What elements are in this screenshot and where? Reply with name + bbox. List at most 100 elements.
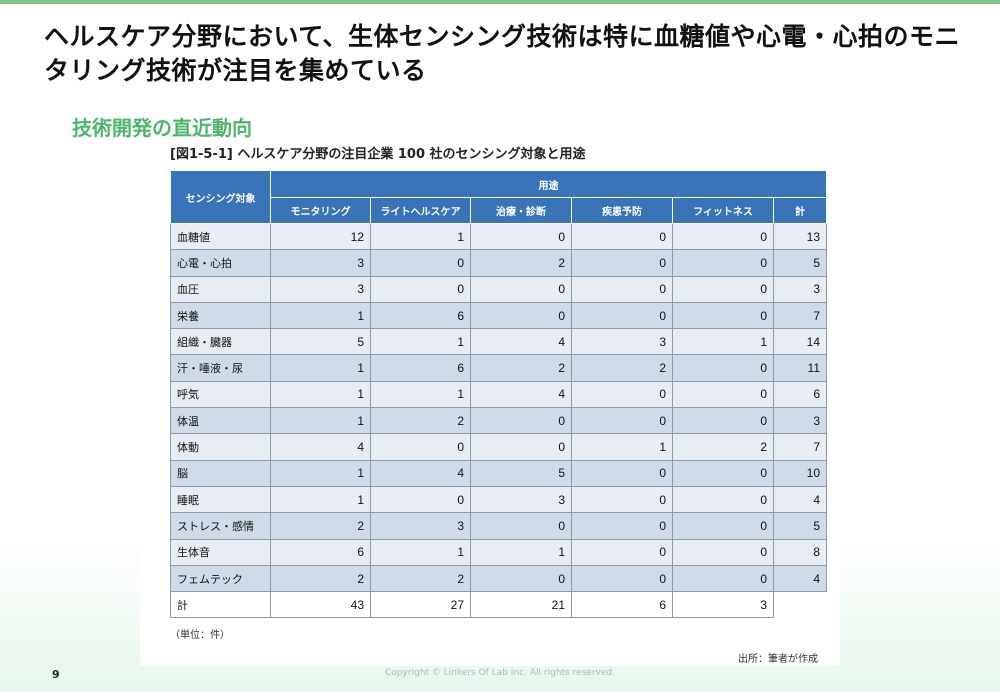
section-subheading: 技術開発の直近動向 [72,116,252,140]
table-cell: 0 [470,512,572,540]
row-label: 生体音 [170,538,271,566]
row-label: 呼気 [170,380,271,409]
table-cell: 0 [672,249,774,277]
table-cell: 12 [270,222,371,251]
column-header: 計 [773,197,827,224]
table-cell: 0 [672,459,774,487]
table-cell: 0 [672,564,774,593]
row-label: ストレス・感情 [170,512,271,540]
source-note: 出所：筆者が作成 [738,654,818,665]
table-cell: 1 [370,328,471,356]
table-cell: 4 [270,433,371,461]
table-cell: 11 [773,354,827,382]
table-cell: 3 [571,328,673,356]
table-cell: 5 [773,512,827,540]
table-cell: 0 [571,485,673,514]
row-header-label: センシング対象 [170,170,271,224]
table-row: 呼気 1 1 4 0 0 6 [170,380,827,409]
table-cell: 0 [571,564,673,593]
table-cell: 3 [773,275,827,303]
table-cell: 6 [773,380,827,409]
table-row: 睡眠 1 0 3 0 0 4 [170,485,827,514]
table-row: 栄養 1 6 0 0 0 7 [170,301,827,330]
sensing-usage-table: センシング対象 用途 モニタリング ライトヘルスケア 治療・診断 疾患予防 フィットネス… [170,170,827,619]
table-cell: 0 [571,407,673,435]
row-label: 血圧 [170,275,271,303]
table-cell: 0 [470,407,572,435]
row-label: 汗・唾液・尿 [170,354,271,382]
column-header: 治療・診断 [470,197,572,224]
total-cell: 3 [672,591,774,619]
table-cell: 0 [470,275,572,303]
empty-cell [773,591,827,618]
total-cell: 43 [270,591,371,619]
table-cell: 1 [270,380,371,409]
table-cell: 2 [370,407,471,435]
table-cell: 1 [370,222,471,251]
table-cell: 1 [270,301,371,330]
total-cell: 6 [571,591,673,619]
total-cell: 21 [470,591,572,619]
column-header: 疾患予防 [571,197,673,224]
row-label: 睡眠 [170,485,271,514]
table-row: 血圧 3 0 0 0 0 3 [170,275,827,303]
table-cell: 3 [270,275,371,303]
table-cell: 1 [370,538,471,566]
table-row: 体温 1 2 0 0 0 3 [170,407,827,435]
table-cell: 0 [571,275,673,303]
row-label: 血糖値 [170,222,271,251]
table-cell: 0 [470,433,572,461]
table-cell: 10 [773,459,827,487]
copyright-notice: Copyright © Linkers Of Lab Inc. All righ… [385,668,615,678]
table-cell: 13 [773,222,827,251]
table-cell: 4 [773,564,827,593]
row-label: 栄養 [170,301,271,330]
column-header-row: モニタリング ライトヘルスケア 治療・診断 疾患予防 フィットネス計 [171,197,827,224]
table-cell: 5 [773,249,827,277]
table-cell: 0 [571,301,673,330]
table-cell: 0 [370,275,471,303]
table-cell: 2 [370,564,471,593]
table-cell: 0 [571,380,673,409]
table-cell: 3 [370,512,471,540]
table-cell: 6 [370,354,471,382]
table-row: フェムテック 2 2 0 0 0 4 [170,564,827,593]
table-cell: 1 [270,407,371,435]
row-label: 心電・心拍 [170,249,271,277]
total-row: 計 43 27 21 6 3 [170,591,827,619]
total-cell: 27 [370,591,471,619]
table-row: 汗・唾液・尿 1 6 2 2 0 11 [170,354,827,382]
table-row: 生体音 6 1 1 0 0 8 [170,538,827,566]
table-row: 血糖値 12 1 0 0 0 13 [170,222,827,251]
table-cell: 0 [571,222,673,251]
table-row: 脳 1 4 5 0 0 10 [170,459,827,487]
table-cell: 14 [773,328,827,356]
table-cell: 0 [571,459,673,487]
table-cell: 0 [571,249,673,277]
table-cell: 2 [571,354,673,382]
table-cell: 0 [672,512,774,540]
table-cell: 1 [270,354,371,382]
table-row: 体動 4 0 0 1 2 7 [170,433,827,461]
row-label: 組織・臓器 [170,328,271,356]
table-row: ストレス・感情 2 3 0 0 0 5 [170,512,827,540]
table-cell: 7 [773,301,827,330]
table-cell: 2 [270,512,371,540]
table-cell: 0 [370,485,471,514]
column-header: モニタリング [270,197,371,224]
table-cell: 2 [470,249,572,277]
table-cell: 0 [672,301,774,330]
top-accent-bar [0,0,1000,4]
table-row: 心電・心拍 3 0 2 0 0 5 [170,249,827,277]
table-cell: 3 [470,485,572,514]
table-cell: 8 [773,538,827,566]
table-cell: 0 [470,222,572,251]
table-cell: 0 [672,407,774,435]
table-cell: 0 [672,538,774,566]
table-cell: 0 [672,485,774,514]
table-cell: 2 [672,433,774,461]
table-cell: 4 [470,328,572,356]
table-cell: 1 [270,485,371,514]
table-cell: 0 [370,249,471,277]
row-label: 体温 [170,407,271,435]
